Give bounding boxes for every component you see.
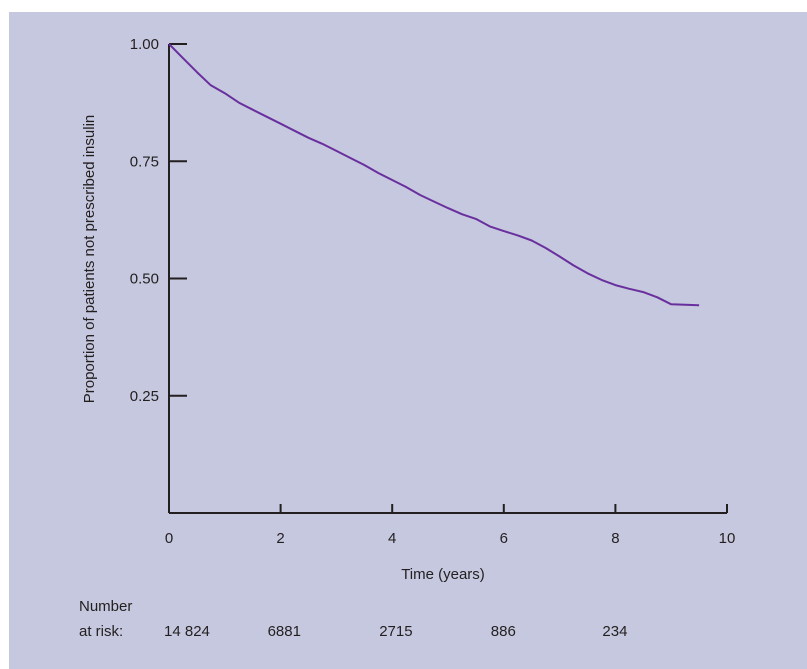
at-risk-value: 886 [490,623,516,640]
ticks: 0 2 4 6 8 10 0.25 0.50 0.75 1.00 [130,36,736,547]
at-risk-value: 6881 [267,623,301,640]
survival-chart: 0 2 4 6 8 10 0.25 0.50 0.75 1.00 Proportion of pa… [9,12,807,669]
y-tick-label: 0.50 [130,271,159,288]
y-tick-label: 1.00 [130,36,159,53]
chart-panel: 0 2 4 6 8 10 0.25 0.50 0.75 1.00 Proportion of pa… [9,12,807,669]
x-tick-label: 0 [165,530,173,547]
y-tick-label: 0.25 [130,388,159,405]
at-risk-label-line1: Number [79,598,133,615]
y-axis-title: Proportion of patients not prescribed in… [81,115,98,404]
x-tick-label: 4 [388,530,396,547]
series-group [168,43,700,307]
y-tick-label: 0.75 [130,153,159,170]
at-risk-value: 234 [602,623,628,640]
x-tick-label: 6 [500,530,508,547]
at-risk-value: 2715 [379,623,413,640]
x-axis-title: Time (years) [401,566,485,583]
chart-background [9,12,807,669]
survival-curve [168,43,700,307]
x-tick-label: 10 [719,530,736,547]
at-risk-value: 14 824 [164,623,210,640]
at-risk-label-line2: at risk: [79,623,124,640]
x-tick-label: 8 [611,530,619,547]
x-tick-label: 2 [276,530,284,547]
